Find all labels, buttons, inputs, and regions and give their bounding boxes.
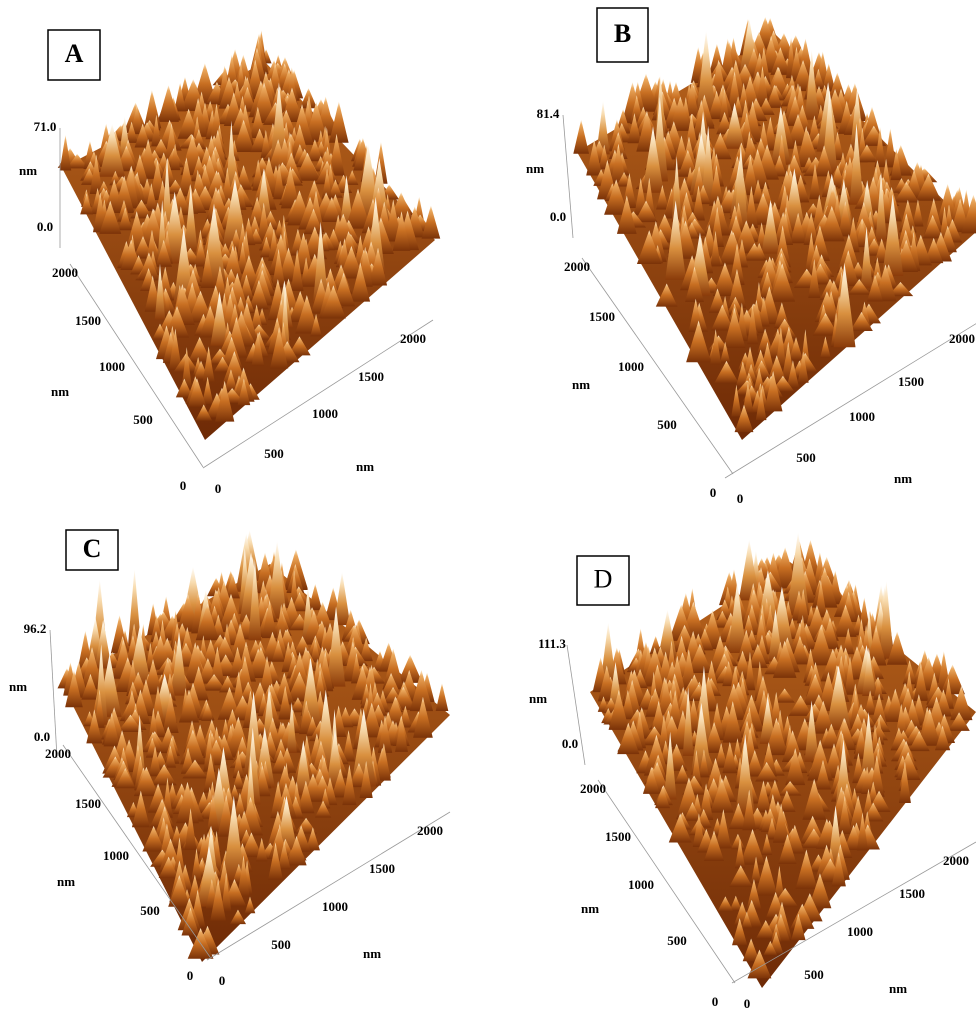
y-tick-label: 500 [133,412,153,427]
z-min-label: 0.0 [37,219,53,234]
y-unit-label: nm [51,384,69,399]
surface-peak [436,683,449,711]
afm-panel: D 111.3 nm 0.0 2000 1500 1000 500 0 nm 0 500 1000 150… [529,532,976,1011]
x-tick-label: 0 [744,996,751,1011]
y-tick-label: 1000 [618,359,644,374]
y-tick-label: 0 [187,968,194,983]
x-unit-label: nm [894,471,912,486]
afm-panel: A 71.0 nm 0.0 2000 1500 1000 500 0 nm 0 500 1000 1500… [19,30,440,496]
panel-label: C [83,534,102,563]
x-tick-label: 500 [271,937,291,952]
z-unit-label: nm [529,691,547,706]
x-unit-label: nm [889,981,907,996]
y-tick-label: 500 [667,933,687,948]
x-tick-label: 500 [804,967,824,982]
x-tick-label: 2000 [400,331,426,346]
y-tick-label: 2000 [45,746,71,761]
y-tick-label: 0 [712,994,719,1009]
y-tick-label: 2000 [580,781,606,796]
x-tick-label: 0 [219,973,226,988]
y-tick-label: 2000 [564,259,590,274]
y-tick-label: 1500 [589,309,615,324]
y-unit-label: nm [581,901,599,916]
y-unit-label: nm [572,377,590,392]
z-min-label: 0.0 [34,729,50,744]
x-tick-label: 0 [737,491,744,506]
afm-panel: C 96.2 nm 0.0 2000 1500 1000 500 0 nm 0 500 1000 1500… [9,530,450,988]
z-max-label: 81.4 [537,106,560,121]
y-tick-label: 1500 [75,796,101,811]
z-max-label: 111.3 [538,636,566,651]
x-tick-label: 1500 [369,861,395,876]
panel-label: D [594,564,613,593]
x-tick-label: 500 [796,450,816,465]
x-tick-label: 1000 [312,406,338,421]
y-tick-label: 2000 [52,265,78,280]
z-unit-label: nm [9,679,27,694]
x-tick-label: 500 [264,446,284,461]
y-unit-label: nm [57,874,75,889]
x-tick-label: 1500 [358,369,384,384]
x-tick-label: 1000 [322,899,348,914]
x-tick-label: 1000 [847,924,873,939]
surface-peak [308,584,322,610]
y-tick-label: 1500 [605,829,631,844]
y-tick-label: 1000 [103,848,129,863]
figure: A 71.0 nm 0.0 2000 1500 1000 500 0 nm 0 500 1000 1500… [0,0,976,1028]
afm-panel: B 81.4 nm 0.0 2000 1500 1000 500 0 nm 0 500 1000 1500… [526,8,976,506]
axis-line [50,630,57,758]
panel-label: A [65,39,84,68]
z-max-label: 71.0 [34,119,57,134]
x-tick-label: 2000 [417,823,443,838]
x-tick-label: 1000 [849,409,875,424]
z-unit-label: nm [526,161,544,176]
z-unit-label: nm [19,163,37,178]
x-unit-label: nm [363,946,381,961]
x-tick-label: 2000 [949,331,975,346]
x-tick-label: 1500 [898,374,924,389]
x-tick-label: 0 [215,481,222,496]
z-max-label: 96.2 [24,621,47,636]
panel-label: B [614,19,631,48]
x-tick-label: 2000 [943,853,969,868]
y-tick-label: 1000 [99,359,125,374]
y-tick-label: 0 [180,478,187,493]
z-min-label: 0.0 [550,209,566,224]
x-unit-label: nm [356,459,374,474]
surface-peak [573,120,589,154]
y-tick-label: 500 [657,417,677,432]
y-tick-label: 500 [140,903,160,918]
x-tick-label: 1500 [899,886,925,901]
y-tick-label: 0 [710,485,717,500]
z-min-label: 0.0 [562,736,578,751]
y-tick-label: 1500 [75,313,101,328]
y-tick-label: 1000 [628,877,654,892]
